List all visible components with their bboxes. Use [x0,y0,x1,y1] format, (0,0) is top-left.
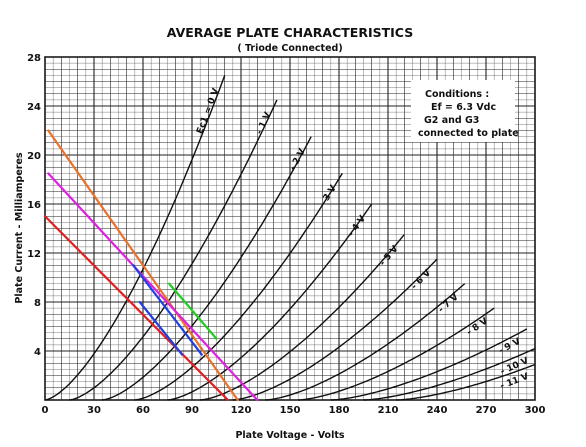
load-line [47,172,259,402]
x-tick-label: 0 [42,405,49,416]
x-tick-label: 180 [329,405,350,416]
load-line [138,300,184,356]
x-tick-label: 90 [185,405,199,416]
plate-curve [167,203,373,401]
load-line [47,129,239,402]
plate-curve [69,99,278,401]
plate-curve [232,258,438,401]
plate-curve [134,173,343,401]
x-tick-label: 30 [87,405,101,416]
x-tick-label: 210 [378,405,399,416]
plate-curve [265,283,466,401]
x-axis-label: Plate Voltage - Volts [235,430,344,441]
x-tick-label: 120 [231,405,252,416]
x-tick-label: 60 [136,405,150,416]
y-tick-label: 12 [27,249,41,260]
x-tick-label: 270 [476,405,497,416]
plate-curve [102,136,312,401]
chart-subtitle: ( Triode Connected) [237,43,342,54]
plate-curve [396,363,536,401]
plate-curve [200,234,405,401]
plate-curve [330,328,528,401]
load-line [43,215,230,402]
conditions-line-1: Ef = 6.3 Vdc [431,102,496,113]
load-line [168,282,218,340]
plate-curve [44,75,226,401]
x-tick-label: 300 [525,405,546,416]
conditions-box: Conditions : Ef = 6.3 Vdc G2 and G3 conn… [411,80,519,142]
x-tick-label: 150 [280,405,301,416]
y-tick-label: 20 [27,151,41,162]
y-tick-label: 16 [27,200,41,211]
plate-curves [44,75,536,401]
y-tick-label: 8 [34,298,41,309]
conditions-line-2: G2 and G3 [424,115,479,126]
plate-curve [363,347,536,401]
conditions-heading: Conditions : [425,89,489,100]
y-tick-label: 28 [27,53,41,64]
plate-curve [298,307,495,401]
y-tick-label: 4 [34,347,41,358]
y-tick-label: 24 [27,102,41,113]
axis-ticks: 0 30 60 90 120 150 180 210 240 270 300 4 8 12 16 20 24 28 [27,53,545,416]
conditions-line-3: connected to plate [418,128,519,139]
y-axis-label: Plate Current - Milliamperes [14,152,25,303]
load-lines [43,129,259,402]
load-line [132,264,203,356]
chart-title: AVERAGE PLATE CHARACTERISTICS [167,25,413,40]
x-tick-label: 240 [427,405,448,416]
